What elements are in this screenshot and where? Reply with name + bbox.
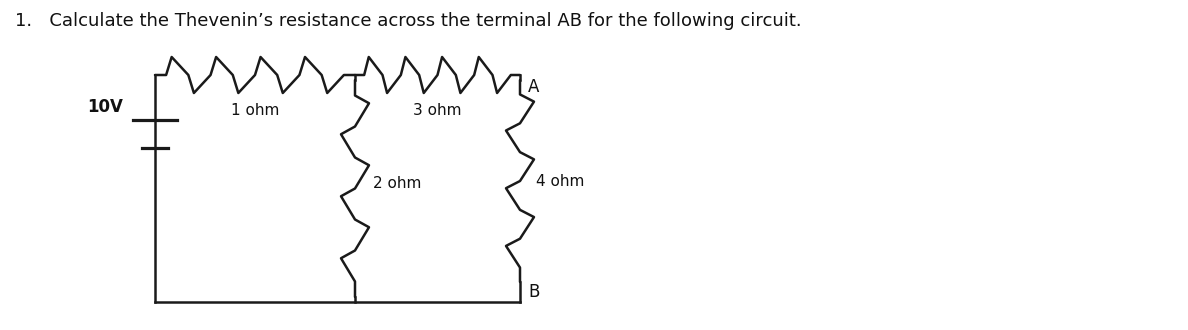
- Text: 1 ohm: 1 ohm: [230, 103, 279, 118]
- Text: 2 ohm: 2 ohm: [373, 176, 422, 191]
- Text: 1.   Calculate the Thevenin’s resistance across the terminal AB for the followin: 1. Calculate the Thevenin’s resistance a…: [15, 12, 802, 30]
- Text: 10V: 10V: [87, 98, 124, 116]
- Text: B: B: [527, 283, 539, 301]
- Text: 3 ohm: 3 ohm: [413, 103, 462, 118]
- Text: A: A: [527, 78, 539, 96]
- Text: 4 ohm: 4 ohm: [536, 174, 584, 188]
